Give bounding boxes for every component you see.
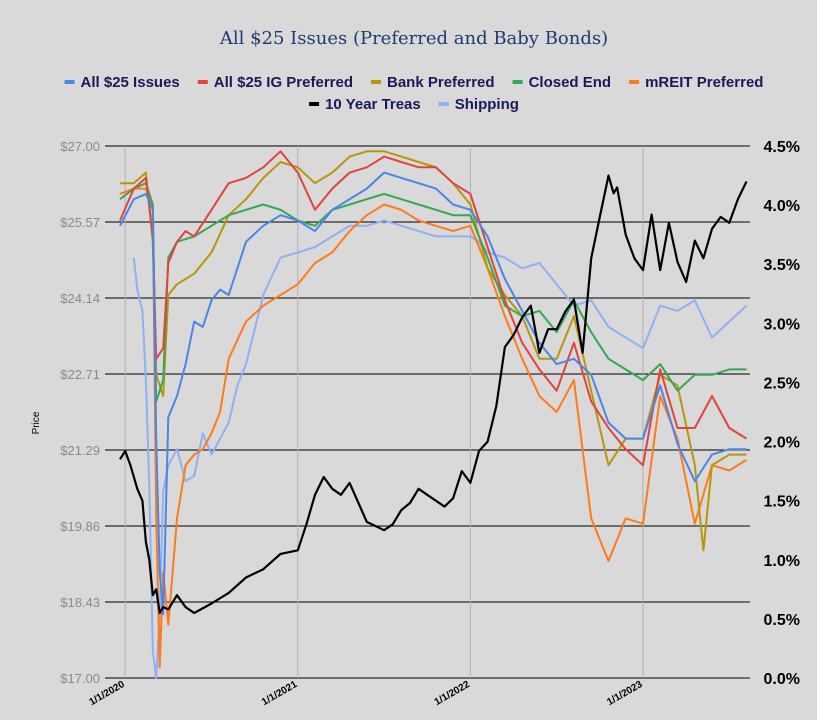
x-tick-label: 1/1/2022 [433, 679, 473, 708]
y-right-tick-label: 3.5% [764, 257, 800, 274]
y-right-tick-label: 4.0% [764, 198, 800, 215]
y-left-tick-label: $22.71 [60, 367, 100, 382]
y-right-tick-label: 1.5% [764, 494, 800, 511]
y-left-tick-label: $25.57 [60, 215, 100, 230]
right-axis-ticks: 4.5% 4.0% 3.5% 3.0% 2.5% 2.0% 1.5% 1.0% 0.5% 0.0% [764, 139, 800, 688]
legend-item: All $25 IG Preferred [214, 74, 353, 91]
y-right-tick-label: 0.5% [764, 612, 800, 629]
series-line-shipping [132, 219, 748, 679]
y-left-tick-label: $19.86 [60, 519, 100, 534]
gridlines [105, 145, 750, 679]
legend: All $25 Issues All $25 IG Preferred Bank P… [64, 74, 763, 113]
series-line-all-25-issues [119, 171, 747, 616]
y-left-tick-label: $17.00 [60, 671, 100, 686]
y-right-tick-label: 3.0% [764, 316, 800, 333]
y-left-tick-label: $24.14 [60, 291, 100, 306]
y-right-tick-label: 2.0% [764, 435, 800, 452]
y-left-tick-label: $27.00 [60, 139, 100, 154]
legend-item: All $25 Issues [81, 74, 180, 91]
x-axis-ticks: 1/1/2020 1/1/2021 1/1/2022 1/1/2023 [87, 679, 644, 708]
y-right-tick-label: 2.5% [764, 375, 800, 392]
y-right-tick-label: 4.5% [764, 139, 800, 156]
legend-item: Bank Preferred [387, 74, 495, 91]
y-right-tick-label: 0.0% [764, 671, 800, 688]
y-axis-label: Price [31, 411, 42, 434]
x-tick-label: 1/1/2021 [260, 679, 300, 708]
legend-item: Closed End [529, 74, 612, 91]
x-tick-label: 1/1/2023 [605, 679, 645, 708]
legend-item: 10 Year Treas [325, 96, 421, 113]
y-left-tick-label: $18.43 [60, 595, 100, 610]
left-axis-ticks: $27.00 $25.57 $24.14 $22.71 $21.29 $19.86 $18.… [60, 139, 100, 686]
series-line-all-25-ig-preferred [119, 150, 748, 467]
y-right-tick-label: 1.0% [764, 553, 800, 570]
legend-item: Shipping [455, 96, 519, 113]
series-line-10-year-treas [119, 174, 748, 615]
series-line-bank-preferred [120, 150, 747, 552]
legend-item: mREIT Preferred [645, 74, 763, 91]
y-left-tick-label: $21.29 [60, 443, 100, 458]
series-lines [119, 150, 748, 679]
chart-title: All $25 Issues (Preferred and Baby Bonds… [219, 28, 608, 49]
series-line-mreit-preferred [119, 187, 748, 669]
